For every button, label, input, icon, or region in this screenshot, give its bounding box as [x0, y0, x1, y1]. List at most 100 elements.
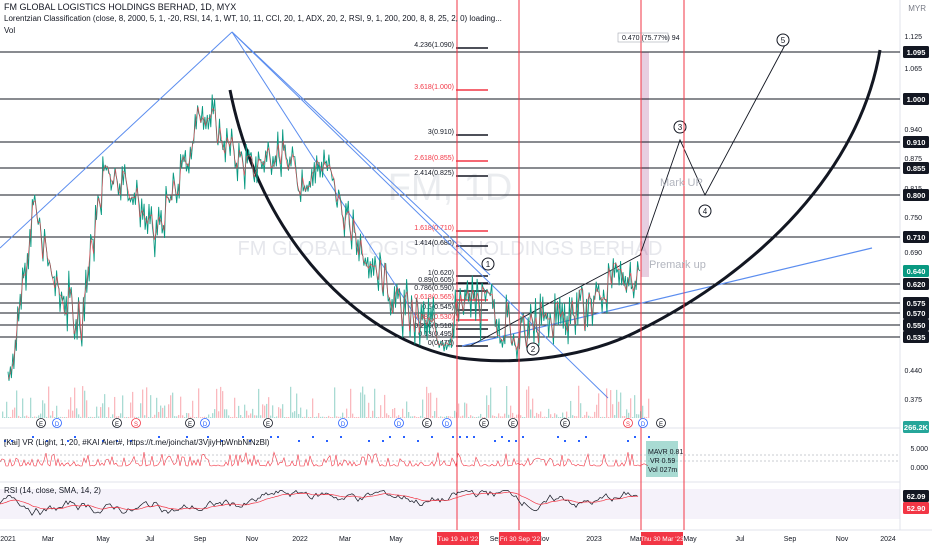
volume-bar	[100, 407, 102, 418]
time-highlight-label: Tue 19 Jul '22	[438, 536, 479, 543]
volume-bar	[470, 415, 472, 418]
event-marker-label: E	[659, 422, 663, 428]
vr-signal-dot	[270, 436, 272, 438]
volume-bar	[612, 404, 614, 418]
vr-signal-dot	[508, 440, 510, 442]
volume-bar	[626, 409, 628, 418]
volume-bar	[456, 412, 458, 418]
volume-bar	[594, 411, 596, 418]
volume-bar	[214, 409, 216, 418]
volume-bar	[374, 388, 376, 418]
wave-number: 3	[678, 123, 683, 132]
volume-bar	[234, 397, 236, 418]
event-marker-label: D	[445, 422, 450, 428]
volume-bar	[6, 401, 8, 418]
volume-bar	[628, 412, 630, 418]
event-marker-circle	[131, 418, 141, 428]
fib-label: 3(0.910)	[428, 129, 454, 136]
volume-bar	[336, 416, 338, 418]
volume-bar	[152, 416, 154, 418]
vr-indicator-label: [Kai] VR (Light, 1, 20, #KAI Alert#, htt…	[4, 438, 270, 447]
volume-bar	[204, 416, 206, 418]
volume-bar	[570, 400, 572, 418]
volume-bar	[8, 416, 10, 418]
trend-lines	[0, 31, 873, 399]
volume-bar	[74, 387, 76, 418]
volume-bar	[342, 412, 344, 418]
price-tick-label: 0.375	[904, 397, 922, 404]
vr-signal-dot	[368, 440, 370, 442]
vol-label: Vol	[4, 26, 16, 35]
volume-bar	[10, 416, 12, 418]
volume-bar	[340, 416, 342, 418]
volume-bar	[556, 414, 558, 418]
volume-bar	[118, 416, 120, 418]
volume-bar	[144, 415, 146, 418]
price-badge-label: 0.620	[907, 280, 926, 289]
volume-bar	[458, 403, 460, 418]
volume-bar	[320, 416, 322, 418]
volume-bar	[516, 414, 518, 418]
mark-up-label: Mark UP	[660, 177, 703, 189]
volume-bar	[218, 411, 220, 418]
time-tick-label: Mar	[630, 536, 643, 543]
volume-bar	[248, 415, 250, 418]
volume-bar	[44, 403, 46, 418]
volume-bar	[292, 412, 294, 418]
wave-circle	[481, 257, 495, 271]
volume-bar	[384, 394, 386, 418]
volume-bar	[200, 416, 202, 418]
event-marker-circle	[112, 418, 122, 428]
volume-bar	[576, 416, 578, 418]
volume-bar	[586, 411, 588, 418]
volume-bar	[406, 401, 408, 418]
volume-bar	[486, 395, 488, 418]
price-badge-label: 0.910	[907, 138, 926, 147]
volume-bar	[308, 416, 310, 418]
volume-bar	[412, 416, 414, 418]
volume-bar	[402, 408, 404, 418]
volume-bar	[298, 413, 300, 418]
volume-bar	[88, 416, 90, 418]
volume-bar	[68, 409, 70, 418]
time-tick-label: 2021	[0, 536, 16, 543]
time-tick-label: Sep	[194, 536, 207, 543]
volume-bar	[76, 408, 78, 418]
wave-circle	[776, 33, 790, 47]
volume-bar	[70, 397, 72, 418]
event-marker-circle	[263, 418, 273, 428]
volume-bar	[232, 416, 234, 418]
volume-bar	[462, 415, 464, 418]
time-highlight-label: Fri 30 Sep '22	[500, 536, 541, 543]
volume-bar	[420, 415, 422, 418]
price-badge	[903, 265, 929, 277]
volume-bar	[262, 404, 264, 418]
time-tick-label: Nov	[246, 536, 259, 543]
volume-bar	[404, 416, 406, 418]
volume-bar	[58, 416, 60, 418]
volume-bar	[568, 416, 570, 418]
volume-bar	[632, 416, 634, 418]
event-marker-circle	[200, 418, 210, 428]
event-marker-label: D	[203, 422, 208, 428]
volume-bar	[536, 412, 538, 418]
volume-bar	[286, 416, 288, 418]
volume-bar	[240, 415, 242, 418]
price-badge	[903, 189, 929, 201]
event-marker-label: E	[188, 422, 192, 428]
volume-bar	[202, 416, 204, 418]
volume-bar	[106, 416, 108, 418]
wave-circle	[698, 204, 712, 218]
volume-bar	[24, 416, 26, 418]
volume-bar	[588, 415, 590, 418]
volume-bar	[312, 398, 314, 418]
volume-bar	[408, 412, 410, 418]
volume-bar	[20, 416, 22, 418]
volume-bar	[582, 416, 584, 418]
vr-signal-dot	[67, 440, 69, 442]
volume-bar	[26, 415, 28, 418]
fib-label: 1.414(0.680)	[414, 240, 454, 247]
price-tick-label: 1.065	[904, 66, 922, 73]
volume-bar	[424, 416, 426, 418]
